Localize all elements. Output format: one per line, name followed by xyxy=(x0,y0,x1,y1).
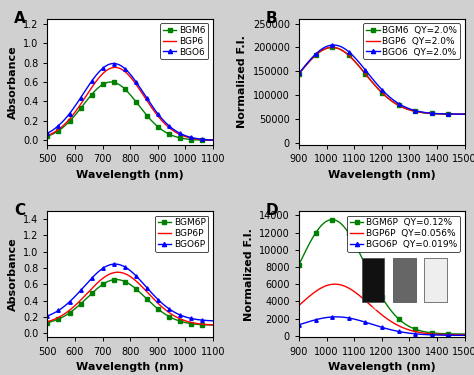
X-axis label: Wavelength (nm): Wavelength (nm) xyxy=(76,170,184,180)
Text: D: D xyxy=(266,203,279,218)
Y-axis label: Absorbance: Absorbance xyxy=(8,45,18,119)
Legend: BGM6P  QY=0.12%, BGP6P  QY=0.056%, BGO6P  QY=0.019%: BGM6P QY=0.12%, BGP6P QY=0.056%, BGO6P Q… xyxy=(347,216,460,252)
Y-axis label: Normalized F.I.: Normalized F.I. xyxy=(244,228,254,321)
Y-axis label: Absorbance: Absorbance xyxy=(8,237,18,311)
Legend: BGM6, BGP6, BGO6: BGM6, BGP6, BGO6 xyxy=(160,23,209,59)
Legend: BGM6P, BGP6P, BGO6P: BGM6P, BGP6P, BGO6P xyxy=(155,216,209,252)
X-axis label: Wavelength (nm): Wavelength (nm) xyxy=(328,170,436,180)
Legend: BGM6  QY=2.0%, BGP6  QY=2.0%, BGO6  QY=2.0%: BGM6 QY=2.0%, BGP6 QY=2.0%, BGO6 QY=2.0% xyxy=(364,23,460,59)
Text: C: C xyxy=(14,203,26,218)
Y-axis label: Normalized F.I.: Normalized F.I. xyxy=(237,36,247,128)
X-axis label: Wavelength (nm): Wavelength (nm) xyxy=(76,362,184,372)
Text: A: A xyxy=(14,11,26,26)
X-axis label: Wavelength (nm): Wavelength (nm) xyxy=(328,362,436,372)
Text: B: B xyxy=(266,11,277,26)
